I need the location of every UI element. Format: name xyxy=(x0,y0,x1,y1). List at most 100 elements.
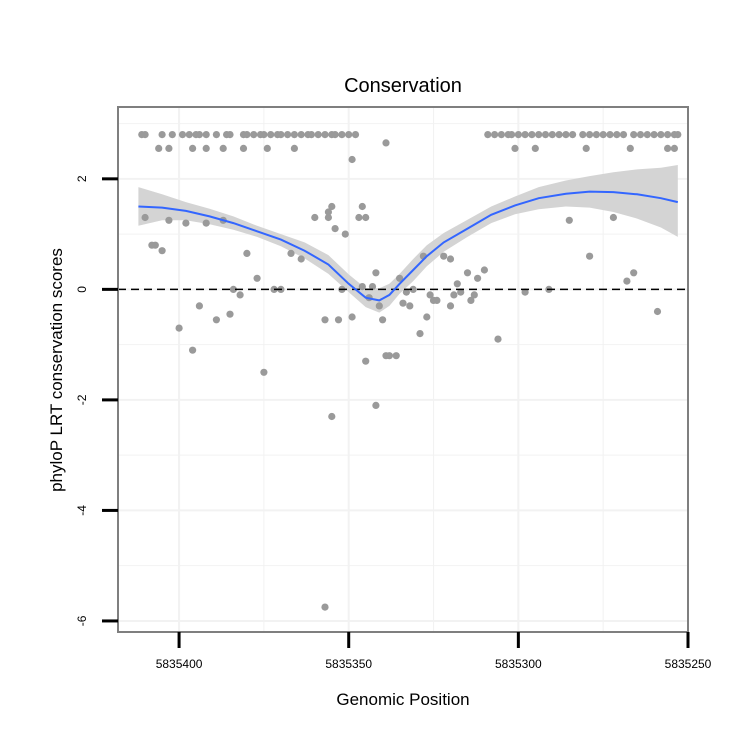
data-point xyxy=(260,131,268,139)
data-points xyxy=(138,131,682,611)
data-point xyxy=(284,131,292,139)
data-point xyxy=(599,131,607,139)
data-point xyxy=(297,255,305,263)
data-point xyxy=(514,131,523,139)
data-point xyxy=(219,144,227,152)
chart-title: Conservation xyxy=(344,75,462,97)
data-point xyxy=(582,144,590,152)
data-point xyxy=(182,219,190,227)
data-point xyxy=(653,307,662,316)
data-point xyxy=(195,131,203,139)
data-point xyxy=(535,131,543,139)
data-point xyxy=(189,346,197,354)
data-point xyxy=(470,291,478,299)
data-point xyxy=(511,144,519,152)
data-point xyxy=(548,131,556,139)
data-point xyxy=(521,131,529,139)
data-point xyxy=(630,269,638,277)
x-axis: 5835400 5835350 5835300 5835250 xyxy=(156,632,712,671)
data-point xyxy=(212,131,220,139)
data-point xyxy=(290,131,298,139)
data-point xyxy=(450,291,458,299)
data-point xyxy=(229,285,237,293)
data-point xyxy=(409,285,417,293)
data-point xyxy=(141,213,149,222)
data-point xyxy=(657,131,665,139)
data-point xyxy=(189,144,197,152)
data-point xyxy=(328,202,336,211)
data-point xyxy=(592,131,601,139)
data-point xyxy=(202,219,210,227)
data-point xyxy=(165,216,173,224)
data-point xyxy=(463,269,472,277)
y-tick-label: -6 xyxy=(75,615,89,626)
data-point xyxy=(433,296,441,304)
data-point xyxy=(331,131,339,139)
data-point xyxy=(491,131,499,139)
data-point xyxy=(423,313,431,321)
data-point xyxy=(636,131,645,139)
data-point xyxy=(243,249,251,257)
data-point xyxy=(362,213,370,222)
data-point xyxy=(674,131,682,139)
data-point xyxy=(385,352,393,360)
data-point xyxy=(521,288,529,296)
data-point xyxy=(297,131,305,139)
data-point xyxy=(267,131,275,139)
data-point xyxy=(586,252,594,260)
data-point xyxy=(480,266,488,274)
data-point xyxy=(426,291,434,299)
data-point xyxy=(457,288,465,296)
data-point xyxy=(396,274,404,282)
data-point xyxy=(178,131,187,139)
y-tick-label: 2 xyxy=(75,175,89,182)
data-point xyxy=(650,131,658,139)
data-point xyxy=(372,401,380,409)
data-point xyxy=(446,302,455,310)
data-point xyxy=(175,324,183,332)
x-tick-label: 5835350 xyxy=(325,657,372,671)
data-point xyxy=(328,412,336,421)
data-point xyxy=(185,131,193,139)
data-point xyxy=(345,131,353,139)
data-point xyxy=(586,131,594,139)
data-point xyxy=(290,144,298,152)
y-axis: -6 -4 -2 0 2 xyxy=(75,175,118,626)
data-point xyxy=(416,330,424,338)
data-point xyxy=(613,131,621,139)
data-point xyxy=(263,144,271,152)
data-point xyxy=(375,302,383,310)
data-point xyxy=(334,316,343,324)
data-point xyxy=(202,131,210,139)
data-point xyxy=(165,144,173,152)
data-point xyxy=(355,213,363,222)
data-point xyxy=(341,230,349,238)
data-point xyxy=(623,277,631,285)
data-point xyxy=(358,283,366,291)
data-point xyxy=(324,208,332,216)
data-point xyxy=(321,131,329,139)
data-point xyxy=(440,252,448,260)
data-point xyxy=(226,131,234,139)
data-point xyxy=(358,202,366,211)
data-point xyxy=(497,131,505,139)
x-tick-label: 5835400 xyxy=(156,657,203,671)
data-point xyxy=(508,131,516,139)
data-point xyxy=(484,131,492,139)
data-point xyxy=(474,274,482,282)
data-point xyxy=(562,131,570,139)
data-point xyxy=(239,144,248,152)
smooth-trend-line xyxy=(138,190,679,302)
data-point xyxy=(168,131,176,139)
data-point xyxy=(541,131,550,139)
data-point xyxy=(368,283,377,291)
data-point xyxy=(619,131,628,139)
data-point xyxy=(664,131,672,139)
data-point xyxy=(158,131,166,139)
data-point xyxy=(348,313,356,321)
data-point xyxy=(151,241,159,249)
x-axis-title: Genomic Position xyxy=(336,690,469,709)
confidence-band xyxy=(138,165,678,313)
data-point xyxy=(630,131,638,139)
